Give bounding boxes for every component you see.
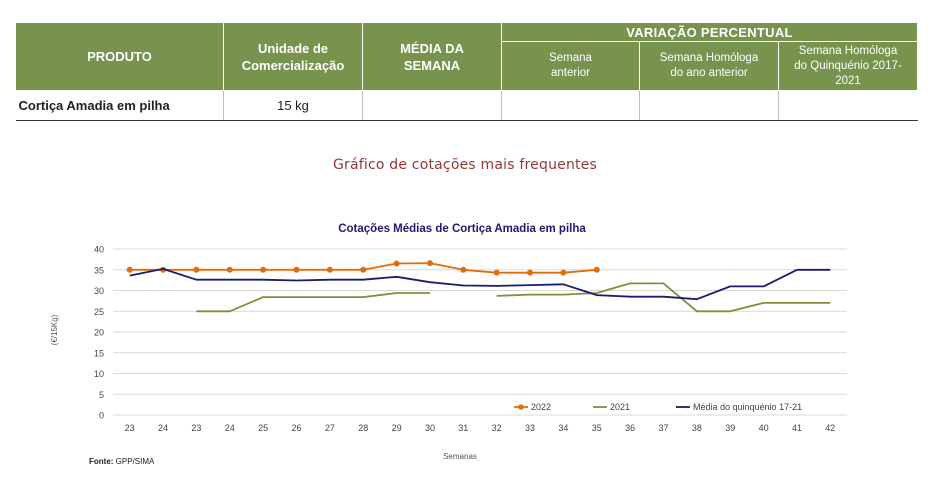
series-line-1 [496, 282, 831, 313]
x-tick-label: 35 [592, 423, 602, 433]
source-note: Fonte: GPP/SIMA [89, 457, 154, 466]
y-tick-label: 0 [99, 411, 104, 421]
data-point [260, 266, 267, 273]
x-tick-label: 27 [325, 423, 335, 433]
data-point [393, 260, 400, 267]
table-row: Cortiça Amadia em pilha 15 kg [15, 90, 918, 121]
x-tick-label: 33 [525, 423, 535, 433]
data-point [193, 266, 200, 273]
header-semana-anterior: Semana anterior [501, 41, 640, 91]
x-tick-label: 25 [258, 423, 268, 433]
x-tick-label: 39 [725, 423, 735, 433]
x-tick-label: 31 [458, 423, 468, 433]
series-line-2 [129, 267, 831, 301]
row-var-semana-anterior [501, 90, 640, 121]
data-point [326, 266, 333, 273]
y-tick-label: 35 [94, 265, 104, 275]
x-tick-label: 42 [825, 423, 835, 433]
chart-title: Cotações Médias de Cortiça Amadia em pil… [338, 223, 586, 235]
y-tick-label: 20 [94, 328, 104, 338]
data-point [460, 266, 467, 273]
y-tick-label: 25 [94, 307, 104, 317]
y-tick-label: 10 [94, 369, 104, 379]
header-variacao-percentual: VARIAÇÃO PERCENTUAL [501, 22, 918, 42]
legend-label: 2022 [531, 402, 551, 412]
series-line-1 [196, 292, 430, 313]
row-unidade: 15 kg [223, 90, 363, 121]
data-point [126, 266, 133, 273]
row-produto: Cortiça Amadia em pilha [15, 90, 224, 121]
legend-marker [518, 404, 524, 410]
row-var-ano-anterior [639, 90, 779, 121]
y-axis-label: (€/15Kg) [50, 314, 59, 345]
data-point [426, 260, 433, 267]
header-semana-homologa-quinquenio: Semana Homóloga do Quinquénio 2017-2021 [778, 41, 918, 91]
source-label: Fonte: [89, 457, 114, 466]
x-tick-label: 34 [558, 423, 568, 433]
source-text: GPP/SIMA [115, 457, 155, 466]
section-title: Gráfico de cotações mais frequentes [332, 157, 598, 173]
data-point [593, 266, 600, 273]
data-point [293, 266, 300, 273]
legend-label: Média do quinquénio 17-21 [693, 402, 802, 412]
y-tick-label: 15 [94, 348, 104, 358]
x-tick-label: 23 [125, 423, 135, 433]
legend-label: 2021 [610, 402, 630, 412]
header-media-semana: MÉDIA DA SEMANA [362, 22, 502, 91]
data-point [527, 269, 534, 276]
y-tick-label: 5 [99, 390, 104, 400]
x-tick-label: 37 [658, 423, 668, 433]
header-produto: PRODUTO [15, 22, 224, 91]
data-point [226, 266, 233, 273]
x-tick-label: 36 [625, 423, 635, 433]
row-media [362, 90, 502, 121]
x-tick-label: 38 [692, 423, 702, 433]
data-point [360, 266, 367, 273]
header-semana-homologa: Semana Homóloga do ano anterior [639, 41, 779, 91]
x-tick-label: 28 [358, 423, 368, 433]
x-tick-label: 32 [492, 423, 502, 433]
price-table: PRODUTO Unidade de Comercialização MÉDIA… [15, 22, 918, 121]
y-tick-label: 30 [94, 286, 104, 296]
y-tick-label: 40 [94, 245, 104, 255]
x-tick-label: 24 [225, 423, 235, 433]
data-point [493, 269, 500, 276]
x-axis-label: Semanas [443, 452, 477, 461]
x-tick-label: 41 [792, 423, 802, 433]
x-tick-label: 30 [425, 423, 435, 433]
row-var-quinquenio [778, 90, 918, 121]
data-point [560, 269, 567, 276]
x-tick-label: 26 [291, 423, 301, 433]
x-tick-label: 24 [158, 423, 168, 433]
x-tick-label: 29 [392, 423, 402, 433]
x-tick-label: 23 [191, 423, 201, 433]
x-tick-label: 40 [759, 423, 769, 433]
